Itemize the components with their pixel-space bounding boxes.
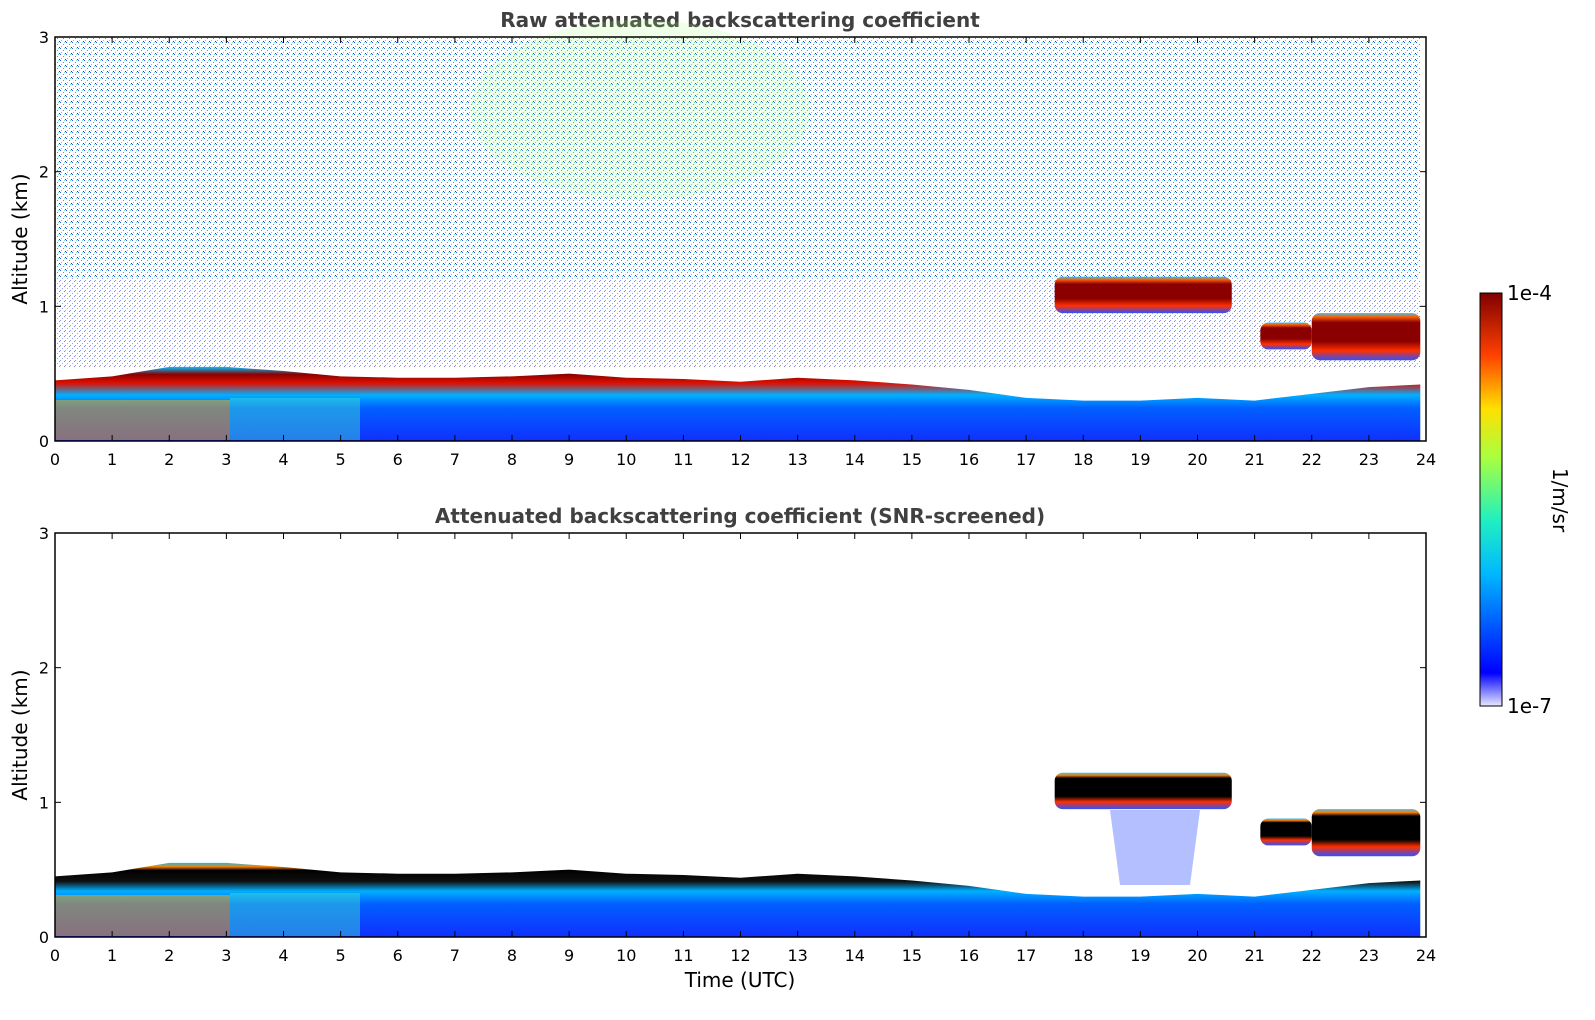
y-tick-label: 3 [39,524,49,543]
raw-backscatter-panel: Raw attenuated backscattering coefficien… [8,8,1436,469]
x-tick-label: 14 [845,450,865,469]
colorbar-min-label: 1e-7 [1507,694,1552,718]
snr-screened-panel: Attenuated backscattering coefficient (S… [8,504,1436,992]
panel2-x-axis: 0 1 2 3 4 5 6 7 8 9 10 11 12 13 14 15 16 17 18 19 20 21 22 23 24 [50,533,1436,965]
x-tick-label: 9 [564,450,574,469]
panel2-plot-area [54,532,1427,938]
panel1-aerosol-haze [470,20,810,200]
y-tick-label: 1 [39,793,49,812]
x-tick-label: 5 [336,946,346,965]
x-tick-label: 20 [1187,450,1207,469]
colorbar: 1e-4 1e-7 1/m/sr [1479,281,1572,718]
colorbar-unit-label: 1/m/sr [1548,468,1572,533]
panel2-x-label: Time (UTC) [684,968,796,992]
x-tick-label: 16 [959,946,979,965]
x-tick-label: 13 [787,450,807,469]
x-tick-label: 0 [50,450,60,469]
panel1-surface-warm-region [55,400,230,440]
x-tick-label: 15 [902,450,922,469]
x-tick-label: 14 [845,946,865,965]
y-tick-label: 0 [39,928,49,947]
panel2-y-axis: 0 1 2 3 [39,524,1426,947]
x-tick-label: 8 [507,450,517,469]
panel1-y-axis: 0 1 2 3 [39,28,1426,451]
panel2-cloud-fall-streaks [1110,810,1200,885]
panel1-title: Raw attenuated backscattering coefficien… [500,8,980,32]
x-tick-label: 10 [616,946,636,965]
x-tick-label: 6 [393,946,403,965]
x-tick-label: 21 [1244,450,1264,469]
panel2-cloud-layers [1054,772,1421,857]
x-tick-label: 3 [221,946,231,965]
panel2-title: Attenuated backscattering coefficient (S… [435,504,1045,528]
x-tick-label: 9 [564,946,574,965]
x-tick-label: 22 [1302,946,1322,965]
x-tick-label: 20 [1187,946,1207,965]
cloud-layer [1260,818,1312,846]
panel1-surface-cyan-region [230,398,360,440]
x-tick-label: 19 [1130,946,1150,965]
x-tick-label: 23 [1359,450,1379,469]
x-tick-label: 17 [1016,450,1036,469]
x-tick-label: 21 [1244,946,1264,965]
x-tick-label: 18 [1073,946,1093,965]
x-tick-label: 13 [787,946,807,965]
x-tick-label: 24 [1416,450,1436,469]
panel1-noise-upper [55,37,1420,277]
x-tick-label: 10 [616,450,636,469]
y-tick-label: 2 [39,163,49,182]
y-tick-label: 3 [39,28,49,47]
panel2-surface-warm-region [55,895,230,936]
panel2-y-label: Altitude (km) [8,669,32,800]
x-tick-label: 22 [1302,450,1322,469]
x-tick-label: 6 [393,450,403,469]
x-tick-label: 3 [221,450,231,469]
x-tick-label: 8 [507,946,517,965]
x-tick-label: 12 [730,946,750,965]
x-tick-label: 15 [902,946,922,965]
panel1-x-axis: 0 1 2 3 4 5 6 7 8 9 10 11 12 13 14 15 16 17 18 19 20 21 22 23 24 [50,37,1436,469]
x-tick-label: 0 [50,946,60,965]
panel1-boundary-layer [55,366,1421,441]
panel2-surface-cyan-region [230,893,360,936]
y-tick-label: 0 [39,432,49,451]
x-tick-label: 18 [1073,450,1093,469]
colorbar-gradient [1479,292,1503,707]
cloud-layer [1311,313,1421,361]
panel2-boundary-layer [55,862,1421,937]
cloud-layer [1054,276,1232,314]
x-tick-label: 11 [673,946,693,965]
y-tick-label: 1 [39,297,49,316]
x-tick-label: 16 [959,450,979,469]
cloud-layer [1260,322,1312,350]
x-tick-label: 24 [1416,946,1436,965]
panel1-y-label: Altitude (km) [8,173,32,304]
x-tick-label: 4 [278,450,288,469]
y-tick-label: 2 [39,659,49,678]
cloud-layer [1054,772,1232,810]
x-tick-label: 5 [336,450,346,469]
cloud-layer [1311,809,1421,857]
x-tick-label: 23 [1359,946,1379,965]
x-tick-label: 2 [164,946,174,965]
x-tick-label: 2 [164,450,174,469]
x-tick-label: 7 [450,946,460,965]
x-tick-label: 17 [1016,946,1036,965]
panel1-cloud-layers [1054,276,1421,361]
x-tick-label: 11 [673,450,693,469]
colorbar-max-label: 1e-4 [1507,281,1552,305]
x-tick-label: 1 [107,946,117,965]
x-tick-label: 1 [107,450,117,469]
panel1-plot-area [54,20,1427,442]
x-tick-label: 19 [1130,450,1150,469]
x-tick-label: 4 [278,946,288,965]
x-tick-label: 7 [450,450,460,469]
x-tick-label: 12 [730,450,750,469]
